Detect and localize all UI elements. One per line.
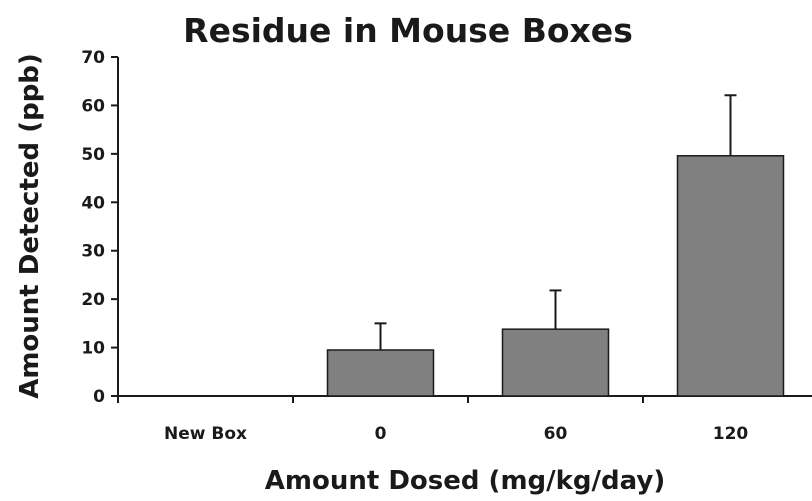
y-tick-label: 0	[93, 387, 105, 407]
x-category-label: 0	[375, 424, 387, 444]
x-category-label: New Box	[164, 424, 247, 444]
bar	[501, 328, 610, 397]
bar	[676, 155, 785, 397]
y-tick-label: 20	[81, 290, 105, 310]
y-tick-label: 60	[81, 96, 105, 116]
y-tick-label: 50	[81, 145, 105, 165]
bar	[326, 349, 435, 397]
y-tick-label: 70	[81, 48, 105, 68]
x-category-label: 120	[713, 424, 749, 444]
x-axis-title: Amount Dosed (mg/kg/day)	[265, 466, 665, 496]
x-category-label: 60	[544, 424, 568, 444]
chart-title: Residue in Mouse Boxes	[183, 11, 633, 50]
y-axis-title: Amount Detected (ppb)	[15, 53, 45, 399]
y-tick-label: 10	[81, 339, 105, 359]
y-tick-label: 40	[81, 193, 105, 213]
plot-area: 0 10 20 30 40 50 60 70 New Box 0 60 120	[81, 48, 812, 444]
y-tick-label: 30	[81, 242, 105, 262]
